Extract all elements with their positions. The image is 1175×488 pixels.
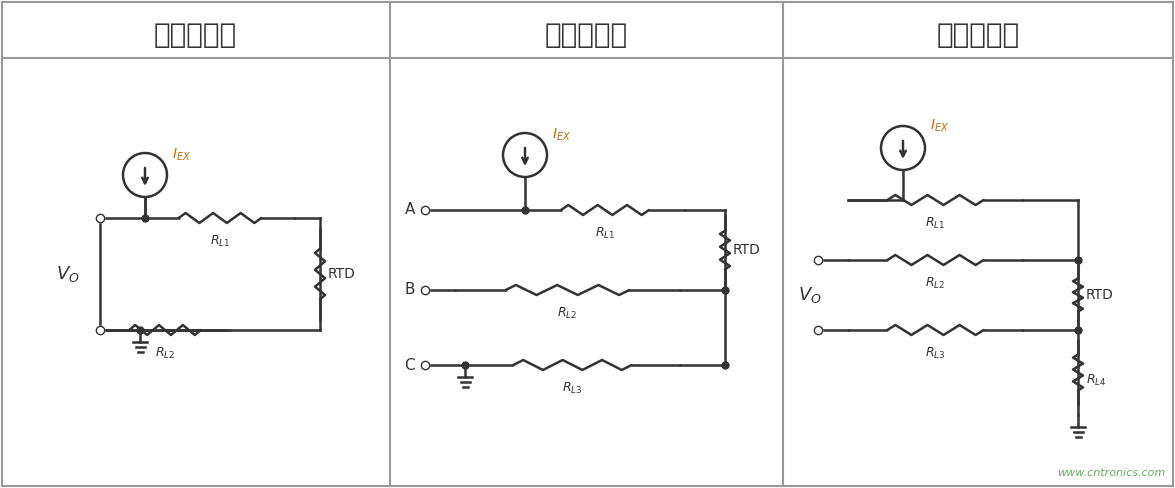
Text: $V_O$: $V_O$ <box>56 264 80 284</box>
Text: $R_{L1}$: $R_{L1}$ <box>210 234 230 249</box>
Text: $R_{L1}$: $R_{L1}$ <box>595 226 616 241</box>
Text: 两线制接法: 两线制接法 <box>154 21 236 49</box>
Text: $I_{EX}$: $I_{EX}$ <box>172 147 192 163</box>
Text: $R_{L2}$: $R_{L2}$ <box>557 306 578 321</box>
Text: C: C <box>404 358 415 372</box>
Text: $R_{L2}$: $R_{L2}$ <box>155 346 175 361</box>
Text: $R_{L3}$: $R_{L3}$ <box>563 381 583 396</box>
Text: B: B <box>404 283 415 298</box>
Text: $V_O$: $V_O$ <box>798 285 821 305</box>
Text: 三线制接法: 三线制接法 <box>545 21 629 49</box>
Text: 四线制接法: 四线制接法 <box>936 21 1020 49</box>
Text: RTD: RTD <box>733 243 761 257</box>
Text: www.cntronics.com: www.cntronics.com <box>1056 468 1164 478</box>
Text: $R_{L3}$: $R_{L3}$ <box>925 346 946 361</box>
Text: $I_{EX}$: $I_{EX}$ <box>552 127 571 143</box>
Text: $R_{L4}$: $R_{L4}$ <box>1086 373 1107 388</box>
Text: RTD: RTD <box>328 267 356 281</box>
Text: A: A <box>404 203 415 218</box>
Text: $I_{EX}$: $I_{EX}$ <box>929 118 949 134</box>
Text: RTD: RTD <box>1086 288 1114 302</box>
Text: $R_{L1}$: $R_{L1}$ <box>926 216 946 231</box>
Text: $R_{L2}$: $R_{L2}$ <box>926 276 946 291</box>
